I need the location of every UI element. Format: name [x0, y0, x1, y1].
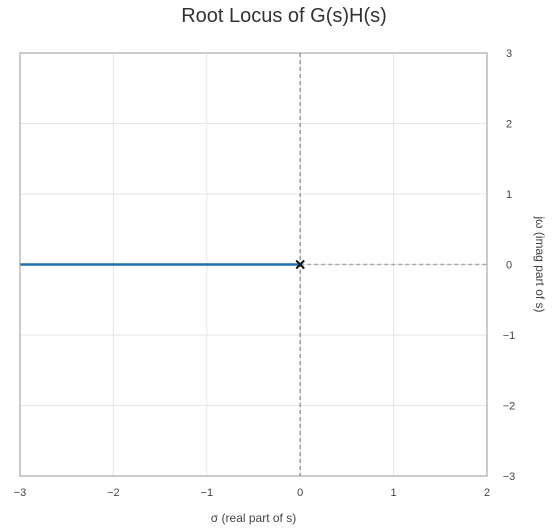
pole-layer [295, 259, 305, 270]
y-tick-label: −2 [503, 401, 516, 413]
x-tick-label: −2 [107, 487, 120, 499]
x-tick-label: −1 [201, 487, 214, 499]
pole-marker [295, 259, 305, 270]
y-tick-labels: −3 −2 −1 0 1 2 3 [503, 48, 516, 483]
pole-marker-stroke [295, 259, 305, 270]
y-tick-label: −3 [503, 471, 516, 483]
plot-frame [19, 52, 488, 477]
y-tick-label: 3 [506, 48, 512, 60]
y-tick-label: −1 [503, 330, 516, 342]
x-tick-label: 2 [484, 487, 490, 499]
x-tick-label: 1 [391, 487, 397, 499]
x-tick-label: −3 [14, 487, 27, 499]
y-tick-label: 1 [506, 189, 512, 201]
y-tick-label: 2 [506, 119, 512, 131]
y-tick-label: 0 [506, 260, 512, 272]
x-tick-label: 0 [297, 487, 303, 499]
chart-title: Root Locus of G(s)H(s) [181, 5, 387, 27]
y-axis-label: jω (imag part of s) [533, 215, 547, 312]
x-axis-label: σ (real part of s) [211, 511, 296, 525]
x-tick-labels: −3 −2 −1 0 1 2 [14, 487, 490, 499]
